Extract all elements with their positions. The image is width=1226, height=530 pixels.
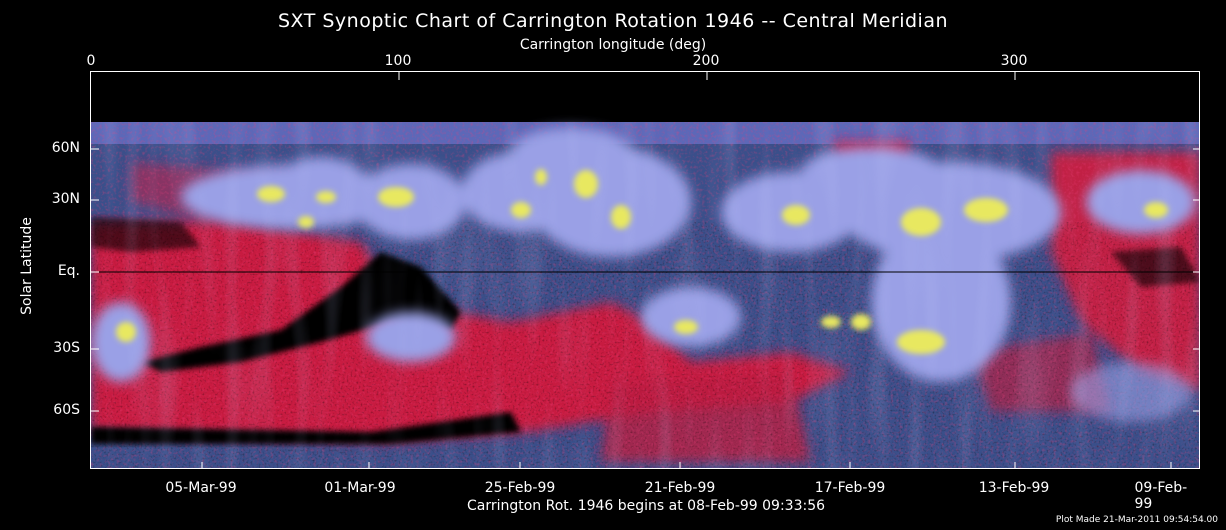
chart-title: SXT Synoptic Chart of Carrington Rotatio… xyxy=(277,10,949,32)
synoptic-map xyxy=(90,71,1200,469)
date-tick-17-feb: 17-Feb-99 xyxy=(814,480,886,496)
top-tick-0: 0 xyxy=(86,53,96,69)
left-axis-label: Solar Latitude xyxy=(19,217,35,315)
lat-tick-30n: 30N xyxy=(51,191,80,207)
date-tick-01-mar: 01-Mar-99 xyxy=(324,480,396,496)
lat-tick-eq: Eq. xyxy=(57,263,80,279)
lat-tick-60n: 60N xyxy=(51,140,80,156)
date-tick-25-feb: 25-Feb-99 xyxy=(484,480,556,496)
lat-tick-30s: 30S xyxy=(53,340,80,356)
plot-made-stamp: Plot Made 21-Mar-2011 09:54:54.00 xyxy=(1055,515,1218,525)
lat-tick-60s: 60S xyxy=(53,402,80,418)
synoptic-map-image xyxy=(91,72,1199,468)
date-tick-13-feb: 13-Feb-99 xyxy=(978,480,1050,496)
date-tick-05-mar: 05-Mar-99 xyxy=(165,480,237,496)
lon-tick-marks xyxy=(201,72,1172,468)
date-tick-21-feb: 21-Feb-99 xyxy=(644,480,716,496)
bright-kernels xyxy=(116,169,1168,354)
top-tick-100: 100 xyxy=(384,53,412,69)
lat-tick-marks xyxy=(91,148,1199,412)
bottom-axis-label: Carrington Rot. 1946 begins at 08-Feb-99… xyxy=(466,498,826,514)
top-tick-200: 200 xyxy=(692,53,720,69)
top-tick-300: 300 xyxy=(1000,53,1028,69)
date-tick-09-feb: 09-Feb-99 xyxy=(1134,480,1188,512)
top-axis-label: Carrington longitude (deg) xyxy=(519,37,707,53)
